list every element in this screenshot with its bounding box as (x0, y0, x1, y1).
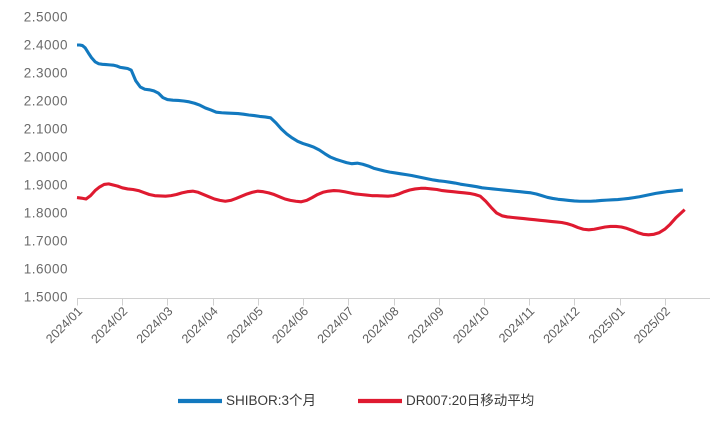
y-axis-tick-label: 2.4000 (24, 38, 68, 53)
chart-series (76, 43, 686, 237)
y-axis-tick-label: 2.0000 (24, 150, 68, 165)
y-axis-tick-label: 2.2000 (24, 94, 68, 109)
x-axis-tick-label: 2024/01 (43, 304, 85, 346)
x-axis-tick-label: 2024/11 (496, 304, 537, 345)
x-axis-tick-label: 2024/02 (88, 304, 130, 346)
x-axis (77, 298, 710, 306)
y-axis-tick-label: 1.5000 (24, 290, 68, 305)
y-axis-tick-label: 1.9000 (24, 178, 68, 193)
x-axis-tick-label: 2024/12 (541, 304, 583, 346)
x-axis-tick-label: 2024/08 (360, 304, 402, 346)
x-axis-tick-label: 2024/10 (450, 304, 492, 346)
y-axis-tick-label: 1.7000 (24, 234, 68, 249)
chart-legend: SHIBOR:3个月 DR007:20日移动平均 (178, 393, 534, 408)
x-axis-tick-label: 2025/02 (631, 304, 673, 346)
x-axis-tick-label: 2024/06 (269, 304, 311, 346)
y-axis-tick-label: 2.1000 (24, 122, 68, 137)
x-axis-tick-labels: 2024/01 2024/02 2024/03 2024/04 2024/05 2024/… (43, 304, 673, 346)
x-axis-tick-label: 2024/05 (224, 304, 266, 346)
series-line-shibor (77, 43, 684, 203)
y-axis-tick-label: 2.5000 (24, 10, 68, 25)
y-axis-tick-labels: 2.5000 2.4000 2.3000 2.2000 2.1000 2.0000 1.90… (24, 10, 68, 305)
y-axis-tick-label: 1.8000 (24, 206, 68, 221)
x-axis-tick-marks (77, 298, 666, 306)
x-axis-tick-label: 2024/04 (179, 304, 221, 346)
x-axis-tick-label: 2025/01 (586, 304, 628, 346)
legend-label-dr007: DR007:20日移动平均 (406, 393, 534, 408)
y-axis-tick-label: 2.3000 (24, 66, 68, 81)
series-line-dr007 (76, 182, 686, 237)
x-axis-tick-label: 2024/03 (134, 304, 176, 346)
x-axis-tick-label: 2024/09 (405, 304, 447, 346)
x-axis-tick-label: 2024/07 (315, 304, 357, 346)
legend-label-shibor: SHIBOR:3个月 (226, 393, 316, 408)
y-axis-tick-label: 1.6000 (24, 262, 68, 277)
